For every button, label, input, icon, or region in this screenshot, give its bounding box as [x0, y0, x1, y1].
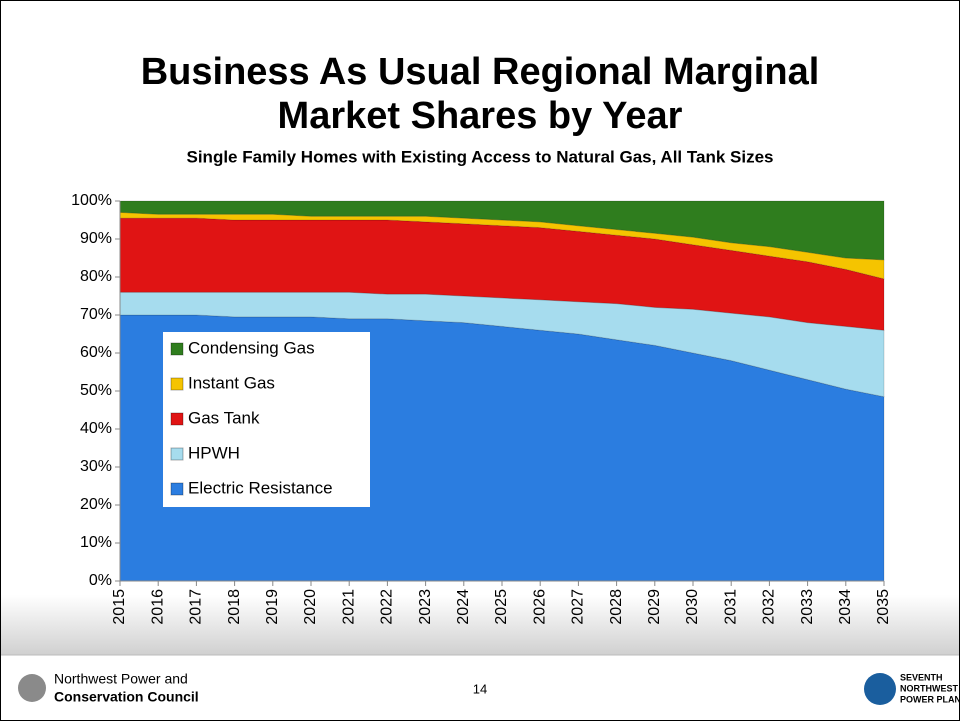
legend-label: Condensing Gas	[188, 338, 315, 357]
y-tick-label: 40%	[80, 420, 112, 437]
chart-title: Business As Usual Regional Marginal Marke…	[141, 51, 820, 137]
y-tick-label: 20%	[80, 496, 112, 513]
x-tick-label: 2020	[302, 589, 319, 625]
title-line: Business As Usual Regional Marginal	[141, 51, 820, 93]
legend-label: Instant Gas	[188, 373, 275, 392]
legend-swatch	[170, 482, 184, 496]
legend-swatch	[170, 447, 184, 461]
x-tick-label: 2033	[799, 589, 816, 625]
legend-box	[163, 332, 370, 507]
y-tick-label: 60%	[80, 344, 112, 361]
y-tick-label: 50%	[80, 382, 112, 399]
y-tick-label: 100%	[71, 192, 112, 209]
x-tick-label: 2023	[417, 589, 434, 625]
legend-label: Electric Resistance	[188, 478, 333, 497]
plan-logo	[864, 673, 896, 705]
legend-swatch	[170, 412, 184, 426]
x-tick-label: 2030	[684, 589, 701, 625]
x-tick-label: 2032	[761, 589, 778, 625]
plan-name: POWER PLAN	[900, 694, 960, 704]
legend-swatch	[170, 377, 184, 391]
plan-name: NORTHWEST	[900, 683, 958, 693]
x-tick-label: 2021	[340, 589, 357, 625]
x-tick-label: 2034	[837, 589, 854, 625]
org-name: Conservation Council	[54, 689, 199, 705]
y-tick-label: 0%	[89, 572, 112, 589]
x-tick-label: 2016	[149, 589, 166, 625]
x-tick-label: 2022	[379, 589, 396, 625]
x-tick-label: 2028	[608, 589, 625, 625]
x-tick-label: 2019	[264, 589, 281, 625]
org-name: Northwest Power and	[54, 671, 188, 687]
legend-label: HPWH	[188, 443, 240, 462]
x-tick-label: 2025	[493, 589, 510, 625]
x-tick-label: 2029	[646, 589, 663, 625]
y-tick-label: 30%	[80, 458, 112, 475]
legend-label: Gas Tank	[188, 408, 260, 427]
x-tick-label: 2027	[570, 589, 587, 625]
x-tick-label: 2017	[188, 589, 205, 625]
x-tick-label: 2035	[875, 589, 892, 625]
page-number: 14	[473, 681, 487, 696]
legend: Electric Resistance HPWH Gas Tank Instant G…	[163, 332, 370, 507]
org-logo	[18, 674, 46, 702]
legend-swatch	[170, 342, 184, 356]
x-tick-label: 2026	[531, 589, 548, 625]
plan-name: SEVENTH	[900, 672, 943, 682]
y-tick-label: 10%	[80, 534, 112, 551]
y-tick-label: 70%	[80, 306, 112, 323]
footer: Northwest Power and Conservation Council…	[18, 671, 960, 705]
x-tick-label: 2018	[226, 589, 243, 625]
plot: 0% 10% 20% 30% 40% 50% 60% 70% 80% 90% 100% 2015 201…	[71, 192, 892, 624]
footer-band	[1, 595, 959, 655]
area	[119, 200, 885, 261]
x-tick-label: 2024	[455, 589, 472, 625]
title-line: Market Shares by Year	[278, 95, 683, 137]
x-tick-label: 2031	[722, 589, 739, 625]
x-tick-label: 2015	[111, 589, 128, 625]
chart-subtitle: Single Family Homes with Existing Access…	[187, 147, 774, 166]
y-tick-label: 90%	[80, 230, 112, 247]
y-tick-label: 80%	[80, 268, 112, 285]
